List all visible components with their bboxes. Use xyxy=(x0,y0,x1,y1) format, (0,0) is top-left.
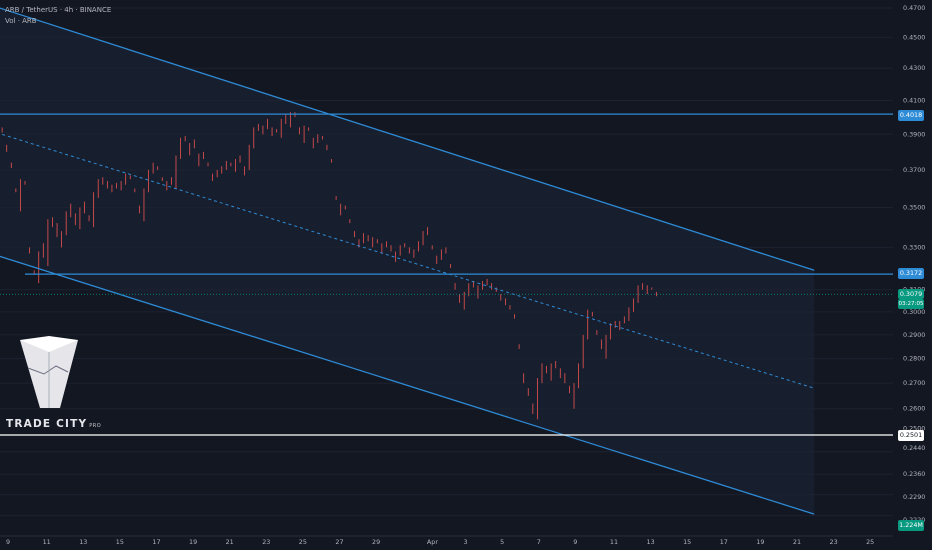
time-axis-label: 7 xyxy=(537,538,541,546)
price-axis-label: 0.3000 xyxy=(903,308,925,316)
time-axis-label: 17 xyxy=(152,538,160,546)
time-axis-label: 17 xyxy=(720,538,728,546)
time-axis-label: 11 xyxy=(43,538,51,546)
price-axis-label: 0.2360 xyxy=(903,470,925,478)
time-axis-label: 15 xyxy=(116,538,124,546)
price-axis-label: 0.4700 xyxy=(903,4,925,12)
time-axis-label: 13 xyxy=(79,538,87,546)
time-axis-label: 13 xyxy=(647,538,655,546)
time-axis-label: 25 xyxy=(866,538,874,546)
time-axis-label: 19 xyxy=(189,538,197,546)
level-tag-0.4018: 0.4018 xyxy=(898,110,924,121)
time-axis-label: 3 xyxy=(464,538,468,546)
channel-upper-line xyxy=(0,7,815,271)
current-price-tag: 0.3079 xyxy=(898,289,924,299)
countdown-tag: 03:27:05 xyxy=(898,299,924,309)
price-axis-label: 0.3700 xyxy=(903,166,925,174)
time-axis-label: 25 xyxy=(299,538,307,546)
brand-suffix: PRO xyxy=(89,423,102,429)
brand-logo-icon xyxy=(20,336,78,408)
price-axis-label: 0.2290 xyxy=(903,493,925,501)
price-axis-label: 0.3500 xyxy=(903,204,925,212)
time-axis-label: 23 xyxy=(830,538,838,546)
time-axis-label: 15 xyxy=(683,538,691,546)
time-axis-label: 21 xyxy=(793,538,801,546)
price-axis-label: 0.4300 xyxy=(903,64,925,72)
time-axis-label: 11 xyxy=(610,538,618,546)
channel-lower-line xyxy=(0,255,815,515)
time-axis-label: Apr xyxy=(427,538,438,546)
time-axis-label: 5 xyxy=(500,538,504,546)
time-axis-label: 29 xyxy=(372,538,380,546)
plot-background xyxy=(0,0,893,550)
price-axis-label: 0.3300 xyxy=(903,243,925,251)
brand-name: TRADE CITY xyxy=(6,418,88,430)
time-axis-label: 19 xyxy=(756,538,764,546)
price-axis-label: 0.2440 xyxy=(903,444,925,452)
time-axis-label: 21 xyxy=(226,538,234,546)
time-axis-label: 9 xyxy=(6,538,10,546)
volume-tag: 1.224M xyxy=(898,520,924,531)
brand-wordmark: TRADE CITY PRO xyxy=(6,418,101,430)
time-axis-label: 27 xyxy=(335,538,343,546)
price-axis-label: 0.2800 xyxy=(903,355,925,363)
price-axis-label: 0.2900 xyxy=(903,331,925,339)
price-axis-label: 0.4500 xyxy=(903,33,925,41)
time-axis-label: 9 xyxy=(573,538,577,546)
volume-legend: Vol · ARB xyxy=(5,17,37,25)
time-axis-label: 23 xyxy=(262,538,270,546)
symbol-legend: ARB / TetherUS · 4h · BINANCE xyxy=(5,6,112,14)
price-axis-label: 0.2500 xyxy=(903,424,925,432)
level-tag-0.3172: 0.3172 xyxy=(898,268,924,279)
price-axis-label: 0.4100 xyxy=(903,96,925,104)
price-axis-label: 0.2600 xyxy=(903,405,925,413)
price-axis-label: 0.3900 xyxy=(903,130,925,138)
price-axis-label: 0.2700 xyxy=(903,379,925,387)
level-tag-0.2501: 0.2501 xyxy=(898,430,924,441)
